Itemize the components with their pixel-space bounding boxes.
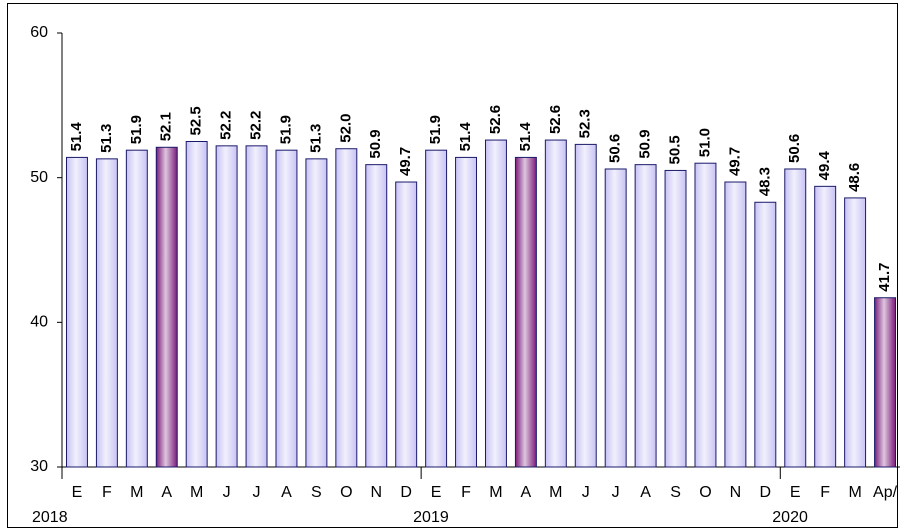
value-label: 48.3: [756, 167, 773, 196]
value-label: 50.6: [607, 134, 624, 163]
value-label: 51.4: [517, 122, 534, 152]
value-label: 51.9: [277, 115, 294, 144]
value-label: 52.0: [337, 114, 354, 143]
value-label: 49.4: [816, 150, 833, 180]
x-tick-label: J: [612, 484, 620, 501]
bar: [95, 158, 118, 468]
bar: [185, 141, 208, 468]
value-label: 52.6: [547, 105, 564, 134]
x-tick-label: M: [549, 484, 562, 501]
bar: [754, 201, 777, 468]
value-label: 50.6: [786, 134, 803, 163]
value-label: 51.4: [457, 122, 474, 152]
bar: [844, 197, 867, 468]
x-tick-label: F: [461, 484, 471, 501]
value-label: 52.1: [158, 112, 175, 141]
x-tick-label: A: [161, 484, 172, 501]
x-tick-label: N: [370, 484, 382, 501]
bar: [664, 169, 687, 468]
bar: [395, 181, 418, 468]
x-tick-label: O: [340, 484, 352, 501]
bar: [455, 156, 478, 468]
value-label: 52.2: [218, 111, 235, 140]
value-label: 41.7: [876, 263, 893, 292]
x-tick-label: M: [848, 484, 861, 501]
value-label: 52.2: [248, 111, 265, 140]
bar: [484, 139, 507, 468]
value-label: 51.3: [307, 124, 324, 153]
value-label: 49.7: [397, 147, 414, 176]
value-label: 52.3: [577, 109, 594, 138]
x-tick-label: J: [223, 484, 231, 501]
bar: [574, 143, 597, 468]
value-label: 51.3: [98, 124, 115, 153]
value-label: 51.9: [427, 115, 444, 144]
x-tick-label: F: [820, 484, 830, 501]
bar: [275, 149, 298, 468]
x-tick-label: N: [730, 484, 742, 501]
x-tick-label: E: [72, 484, 83, 501]
x-tick-label: S: [670, 484, 681, 501]
bar: [544, 139, 567, 468]
value-label: 51.0: [696, 128, 713, 157]
value-label: 51.4: [68, 122, 85, 152]
bar: [125, 149, 148, 468]
bar: [215, 145, 238, 468]
y-tick-label: 50: [30, 169, 48, 186]
x-tick-label: E: [790, 484, 801, 501]
y-tick-label: 40: [30, 314, 48, 331]
x-tick-label: F: [102, 484, 112, 501]
bar: [305, 158, 328, 468]
value-label: 48.6: [846, 163, 863, 192]
chart-frame: [7, 3, 898, 528]
value-label: 52.6: [487, 105, 504, 134]
y-tick-label: 30: [30, 458, 48, 475]
x-tick-label: D: [400, 484, 412, 501]
value-label: 50.9: [367, 129, 384, 158]
x-tick-label: A: [521, 484, 532, 501]
x-tick-label: Ap/: [873, 484, 898, 501]
year-label: 2018: [32, 509, 68, 526]
bar: [604, 168, 627, 468]
bar: [65, 156, 88, 468]
bar: [335, 148, 358, 468]
x-tick-label: M: [130, 484, 143, 501]
bar: [784, 168, 807, 468]
bar: [814, 185, 837, 468]
bar: [245, 145, 268, 468]
year-label: 2020: [772, 509, 808, 526]
value-label: 50.9: [637, 129, 654, 158]
x-tick-label: J: [582, 484, 590, 501]
bar: [694, 162, 717, 468]
bar: [425, 149, 448, 468]
value-label: 52.5: [188, 106, 205, 135]
x-tick-label: A: [640, 484, 651, 501]
x-tick-label: A: [281, 484, 292, 501]
bar: [724, 181, 747, 468]
x-tick-label: D: [760, 484, 772, 501]
value-label: 50.5: [667, 135, 684, 164]
bar: [155, 146, 178, 468]
x-tick-label: S: [311, 484, 322, 501]
value-label: 49.7: [726, 147, 743, 176]
x-tick-label: O: [699, 484, 711, 501]
x-tick-label: J: [253, 484, 261, 501]
year-label: 2019: [413, 509, 449, 526]
x-tick-label: E: [431, 484, 442, 501]
bar: [514, 156, 537, 468]
bar: [634, 164, 657, 468]
x-tick-label: M: [190, 484, 203, 501]
x-tick-label: M: [489, 484, 502, 501]
value-label: 51.9: [128, 115, 145, 144]
bar: [365, 164, 388, 468]
y-tick-label: 60: [30, 24, 48, 41]
bar: [874, 297, 897, 468]
